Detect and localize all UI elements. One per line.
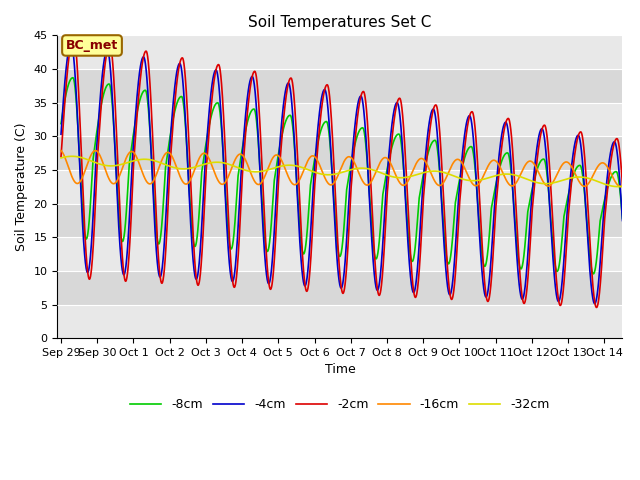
Bar: [58, 103, 623, 136]
-2cm: [619, 182, 627, 188]
-8cm: [618, 214, 626, 219]
-4cm: [565, 186, 573, 192]
-32cm: [619, 183, 627, 189]
Bar: [58, 237, 623, 271]
-16cm: [617, 184, 625, 190]
-32cm: [57, 155, 65, 161]
-2cm: [57, 154, 65, 159]
-8cm: [619, 216, 627, 221]
-8cm: [69, 75, 77, 81]
-2cm: [178, 56, 186, 61]
-8cm: [589, 271, 597, 277]
-16cm: [618, 183, 626, 189]
-32cm: [406, 174, 414, 180]
-4cm: [397, 120, 404, 126]
Legend: -8cm, -4cm, -2cm, -16cm, -32cm: -8cm, -4cm, -2cm, -16cm, -32cm: [125, 393, 555, 416]
-2cm: [565, 203, 573, 208]
-16cm: [214, 177, 221, 183]
Line: -4cm: -4cm: [61, 44, 623, 304]
-32cm: [618, 183, 626, 189]
-2cm: [406, 250, 414, 256]
-16cm: [406, 174, 414, 180]
-4cm: [57, 132, 65, 137]
-8cm: [406, 253, 414, 259]
-2cm: [70, 35, 77, 41]
-32cm: [614, 184, 622, 190]
-4cm: [67, 41, 75, 47]
-8cm: [214, 100, 222, 106]
Line: -16cm: -16cm: [61, 151, 623, 187]
-4cm: [619, 217, 627, 223]
-32cm: [397, 175, 404, 180]
-16cm: [565, 160, 573, 166]
-8cm: [178, 94, 186, 99]
Line: -8cm: -8cm: [61, 78, 623, 274]
Line: -32cm: -32cm: [61, 156, 623, 187]
Bar: [58, 305, 623, 338]
-16cm: [619, 183, 627, 189]
Text: BC_met: BC_met: [66, 39, 118, 52]
-4cm: [178, 66, 186, 72]
-2cm: [214, 62, 222, 68]
-2cm: [397, 97, 404, 103]
-32cm: [565, 176, 573, 181]
Y-axis label: Soil Temperature (C): Soil Temperature (C): [15, 122, 28, 251]
-4cm: [214, 74, 222, 80]
Title: Soil Temperatures Set C: Soil Temperatures Set C: [248, 15, 431, 30]
-8cm: [397, 136, 404, 142]
Bar: [58, 36, 623, 69]
X-axis label: Time: Time: [324, 363, 355, 376]
-8cm: [565, 188, 573, 193]
-4cm: [591, 301, 598, 307]
-4cm: [618, 215, 626, 221]
-32cm: [68, 154, 76, 159]
Bar: [58, 170, 623, 204]
-8cm: [57, 121, 65, 127]
-2cm: [618, 180, 626, 185]
-4cm: [406, 273, 414, 279]
-16cm: [397, 181, 404, 187]
Line: -2cm: -2cm: [61, 38, 623, 308]
-32cm: [178, 166, 186, 172]
-32cm: [214, 159, 222, 165]
-16cm: [177, 176, 185, 182]
-16cm: [57, 148, 65, 154]
-2cm: [593, 305, 600, 311]
